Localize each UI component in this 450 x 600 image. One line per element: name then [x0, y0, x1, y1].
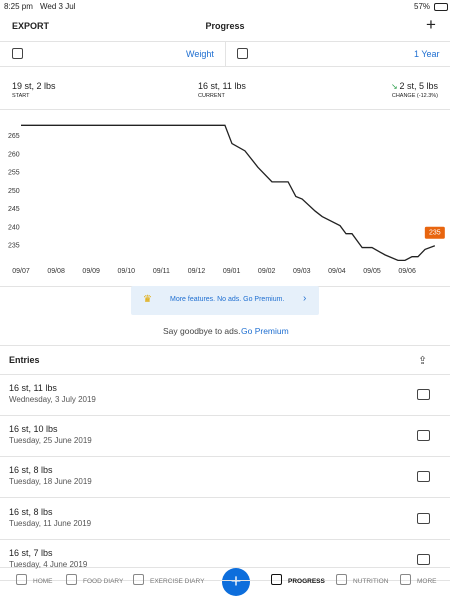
x-tick-label: 09/09 — [82, 268, 100, 275]
y-tick-label: 255 — [8, 170, 20, 177]
chart-icon — [12, 48, 23, 59]
export-button[interactable]: EXPORT — [12, 21, 50, 31]
metric-selector[interactable]: Weight — [186, 49, 214, 59]
tab-icon — [400, 574, 411, 585]
change-label: CHANGE (-12.3%) — [391, 93, 438, 99]
y-tick-label: 245 — [8, 206, 20, 213]
entry-date: Tuesday, 11 June 2019 — [9, 518, 92, 528]
add-photo-button[interactable] — [417, 389, 430, 400]
crown-icon: ♛ — [143, 294, 152, 305]
entry-date: Tuesday, 18 June 2019 — [9, 477, 92, 487]
status-time: 8:25 pm — [4, 2, 33, 11]
status-date: Wed 3 Jul — [40, 2, 76, 11]
divider — [0, 374, 450, 375]
divider — [0, 345, 450, 346]
calendar-icon — [237, 48, 248, 59]
entry-weight: 16 st, 7 lbs — [9, 547, 53, 558]
page-title: Progress — [205, 21, 245, 31]
tab-item[interactable]: PROGRESS — [288, 578, 325, 585]
current-value: 16 st, 11 lbs — [198, 81, 246, 91]
battery-icon — [434, 3, 448, 11]
divider — [0, 497, 450, 499]
entry-date: Wednesday, 3 July 2019 — [9, 395, 96, 404]
x-tick-label: 09/08 — [47, 268, 65, 275]
photo-button[interactable] — [417, 553, 430, 565]
x-tick-label: 09/11 — [153, 268, 170, 275]
divider — [0, 41, 450, 42]
tab-item[interactable]: NUTRITION — [353, 578, 389, 585]
change-value: 2 st, 5 lbs — [399, 81, 438, 91]
tab-icon — [16, 574, 27, 585]
photo-button[interactable] — [417, 430, 430, 442]
tab-item[interactable]: HOME — [33, 578, 53, 585]
weight-chart: 235 240 245 250 255 260 265 09/07 09/08 09/09 09/1… — [8, 124, 445, 275]
share-button[interactable]: ⇪ — [418, 355, 428, 367]
promo-link[interactable]: Go Premium — [241, 326, 289, 336]
photo-button[interactable] — [417, 471, 430, 483]
tab-item[interactable]: MORE — [417, 578, 437, 585]
tab-item[interactable]: EXERCISE DIARY — [150, 578, 205, 585]
y-tick-label: 235 — [8, 243, 20, 250]
y-tick-label: 260 — [8, 151, 20, 158]
battery: 57% — [414, 2, 431, 11]
promo-text: Say goodbye to ads. — [163, 326, 241, 336]
tab-icon — [133, 574, 144, 585]
x-tick-label: 09/01 — [223, 268, 241, 275]
divider — [0, 415, 450, 416]
trend-icon: ↘ — [391, 82, 398, 91]
x-tick-label: 09/03 — [293, 268, 311, 275]
chevron: › — [303, 293, 307, 304]
entry-weight: 16 st, 8 lbs — [9, 465, 53, 476]
range-selector[interactable]: 1 Year — [414, 49, 440, 59]
x-tick-label: 09/06 — [398, 268, 416, 275]
premium-banner[interactable] — [131, 286, 319, 315]
last-value-label: 235 — [429, 230, 441, 237]
x-tick-label: 09/05 — [363, 268, 381, 275]
y-tick-label: 250 — [8, 188, 20, 195]
entry-weight: 16 st, 8 lbs — [9, 506, 53, 517]
entry-weight: 16 st, 11 lbs — [9, 383, 57, 393]
divider — [225, 42, 226, 66]
tab-icon — [66, 574, 77, 585]
photo-button[interactable] — [417, 512, 430, 524]
x-tick-label: 09/12 — [188, 268, 206, 275]
x-tick-label: 09/02 — [258, 268, 276, 275]
divider — [0, 66, 450, 67]
divider — [0, 538, 450, 540]
weight-line — [21, 124, 436, 261]
entry-date: Tuesday, 4 June 2019 — [9, 559, 88, 569]
y-tick-label: 265 — [8, 133, 20, 140]
premium-banner-text: More features. No ads. Go Premium. — [170, 296, 285, 303]
divider — [0, 456, 450, 458]
last-value-badge — [424, 226, 445, 239]
entry-date: Tuesday, 25 June 2019 — [9, 436, 92, 446]
tab-icon — [336, 574, 347, 585]
divider — [0, 579, 450, 581]
start-label: START — [12, 93, 30, 99]
x-tick-label: 09/10 — [118, 268, 136, 275]
x-tick-label: 09/04 — [328, 268, 346, 275]
current-label: CURRENT — [198, 93, 225, 99]
x-tick-label: 09/07 — [12, 268, 30, 275]
tab-icon — [271, 574, 282, 585]
start-value: 19 st, 2 lbs — [12, 81, 56, 91]
tab-item[interactable]: FOOD DIARY — [83, 578, 124, 585]
quick-add-button[interactable]: + — [222, 568, 250, 596]
y-tick-label: 240 — [8, 224, 20, 231]
entries-title: Entries — [9, 355, 40, 365]
divider — [0, 109, 450, 110]
entry-weight: 16 st, 10 lbs — [9, 424, 58, 435]
add-button[interactable]: + — [426, 15, 436, 34]
